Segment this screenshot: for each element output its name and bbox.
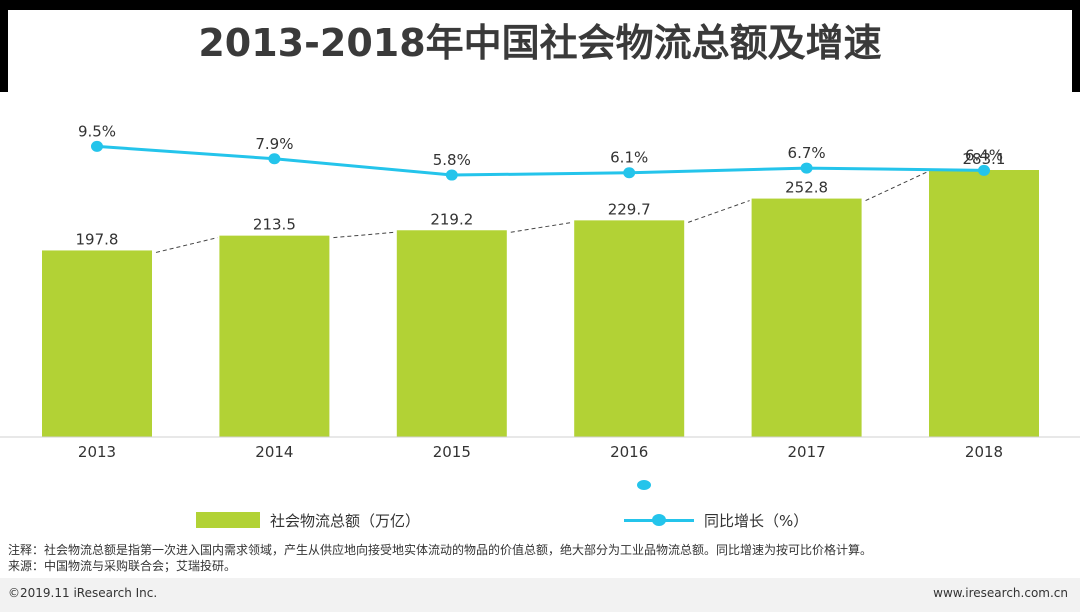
x-tick-2015: 2015 <box>433 443 471 461</box>
top-black-bar <box>0 0 1080 10</box>
legend-bar-swatch <box>196 512 260 528</box>
bar-2014 <box>219 235 330 437</box>
trend-segment-3 <box>510 221 573 233</box>
growth-point-2013 <box>91 140 103 152</box>
bar-label-2018: 283.1 <box>963 150 1006 168</box>
x-tick-2017: 2017 <box>788 443 826 461</box>
legend-line: 同比增长（%） <box>624 508 808 532</box>
legend-bar: 社会物流总额（万亿） <box>196 508 420 532</box>
bar-2018 <box>929 170 1039 437</box>
bar-2017 <box>751 198 862 437</box>
chart-canvas: 197.8 2013 213.5 2014 219.2 2015 229.7 2016 252.… <box>0 122 1080 490</box>
bar-label-2014: 213.5 <box>253 216 296 234</box>
legend-stray-marker <box>637 480 651 490</box>
growth-label-2013: 9.5% <box>78 122 116 140</box>
growth-point-2018 <box>978 164 990 176</box>
right-black-edge <box>1072 0 1080 92</box>
bar-2016 <box>574 220 685 437</box>
legend-line-label: 同比增长（%） <box>704 511 809 530</box>
footer-website: www.iresearch.com.cn <box>933 586 1068 600</box>
growth-point-2016 <box>623 167 636 179</box>
bar-label-2017: 252.8 <box>785 179 828 197</box>
trend-segment-1 <box>155 237 218 253</box>
footer-copyright: ©2019.11 iResearch Inc. <box>8 586 158 600</box>
bar-2013 <box>42 250 152 437</box>
growth-label-2014: 7.9% <box>255 135 293 153</box>
left-black-edge <box>0 0 8 92</box>
growth-label-2015: 5.8% <box>433 151 471 169</box>
bar-label-2015: 219.2 <box>430 210 473 228</box>
growth-label-2018: 6.4% <box>965 146 1003 164</box>
growth-label-2016: 6.1% <box>610 149 648 167</box>
trend-segment-2 <box>333 231 395 239</box>
x-tick-2014: 2014 <box>255 443 293 461</box>
trend-segment-4 <box>688 200 750 223</box>
note-text: 注释：社会物流总额是指第一次进入国内需求领域，产生从供应地向接受地实体流动的物品… <box>8 543 873 557</box>
legend-line-swatch <box>624 512 694 528</box>
bar-2015 <box>396 230 507 437</box>
x-tick-2018: 2018 <box>965 443 1003 461</box>
growth-label-2017: 6.7% <box>788 144 826 162</box>
source-text: 来源：中国物流与采购联合会；艾瑞投研。 <box>8 559 237 573</box>
bar-label-2013: 197.8 <box>76 230 119 248</box>
footer-bar <box>0 578 1080 612</box>
growth-point-2015 <box>445 169 458 181</box>
bar-label-2016: 229.7 <box>608 200 651 218</box>
x-tick-2016: 2016 <box>610 443 648 461</box>
growth-line <box>96 144 985 177</box>
growth-point-2017 <box>800 162 813 174</box>
trend-segment-5 <box>865 171 928 202</box>
growth-point-2014 <box>268 153 281 165</box>
chart-title: 2013-2018年中国社会物流总额及增速 <box>198 21 882 65</box>
x-tick-2013: 2013 <box>78 443 116 461</box>
legend-bar-label: 社会物流总额（万亿） <box>270 511 421 530</box>
